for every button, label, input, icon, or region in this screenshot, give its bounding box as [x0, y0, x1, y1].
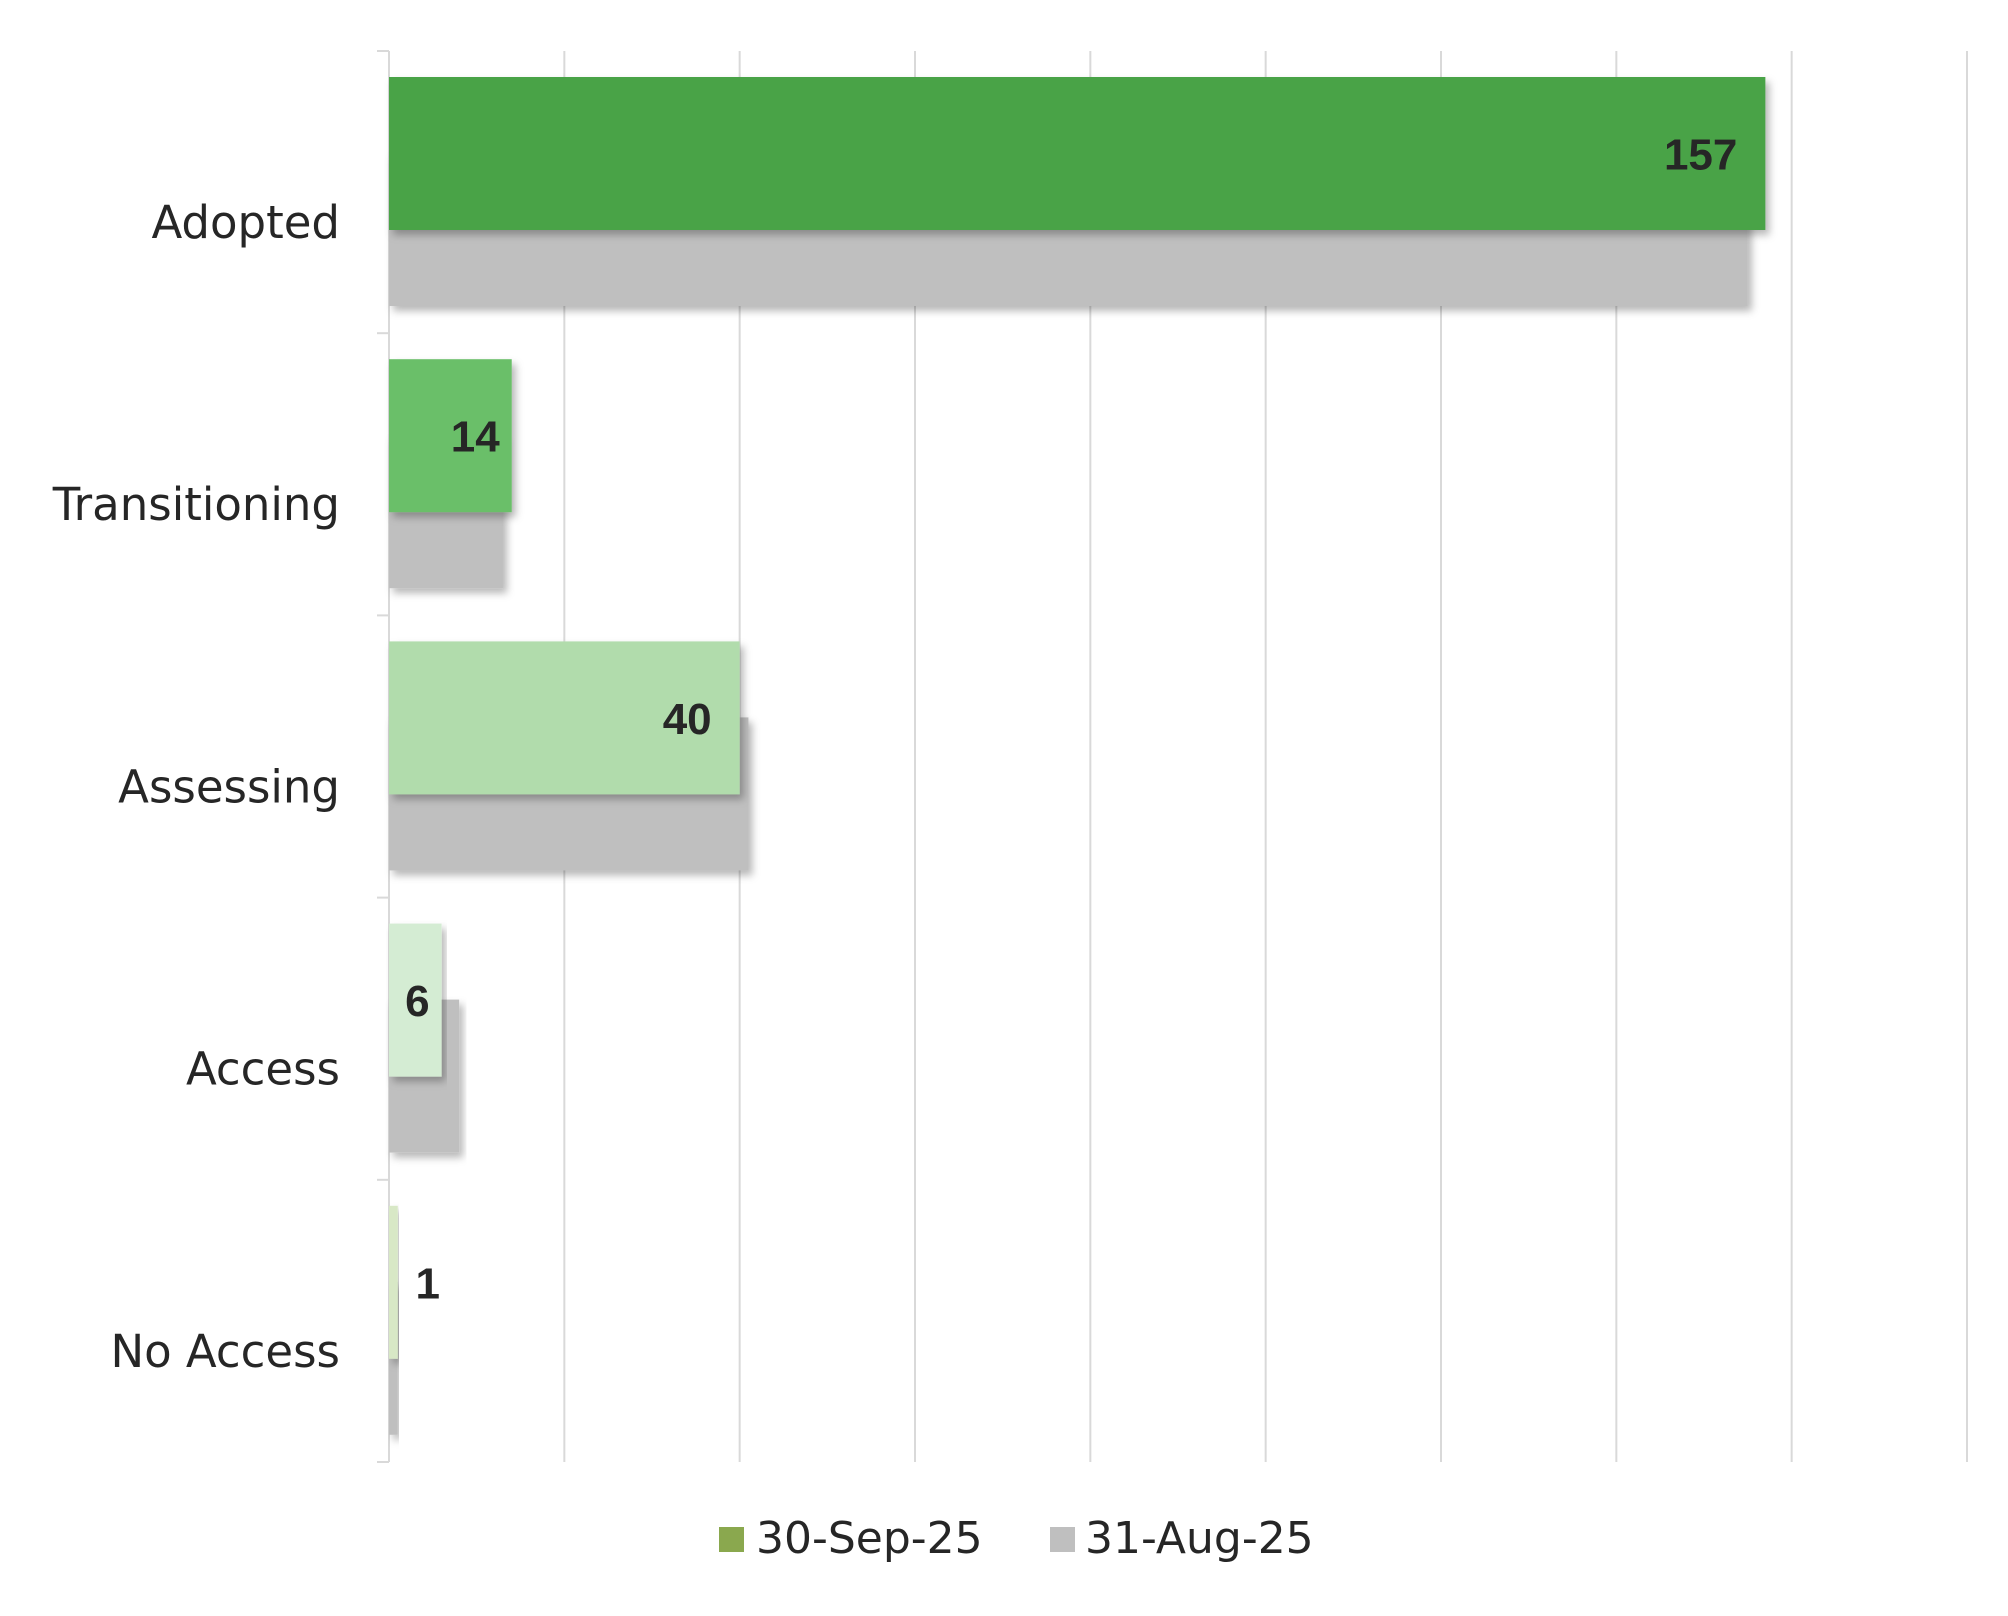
- bar-30-Sep-25-Adopted: [389, 77, 1766, 230]
- data-label: 6: [405, 977, 429, 1026]
- category-label: No Access: [110, 1325, 340, 1378]
- category-label: Assessing: [118, 760, 340, 813]
- bar-30-Sep-25-No Access: [389, 1205, 398, 1359]
- legend-swatch: [719, 1527, 744, 1552]
- data-label: 14: [451, 413, 500, 462]
- legend-label: 30-Sep-25: [756, 1513, 983, 1564]
- labels: Adopted 157 Transitioning 14 Assessing 40 Acce…: [52, 131, 1738, 1378]
- bar-30-Sep-25-Access: [389, 923, 442, 1077]
- category-label: Access: [186, 1043, 340, 1096]
- data-label: 1: [416, 1259, 440, 1308]
- bar-30-Sep-25-Assessing: [389, 641, 740, 795]
- category-label: Transitioning: [52, 478, 340, 531]
- bars: [389, 77, 1766, 1435]
- legend: 30-Sep-25 31-Aug-25: [719, 1513, 1314, 1564]
- category-label: Adopted: [151, 196, 340, 249]
- data-label: 40: [663, 695, 712, 744]
- legend-label: 31-Aug-25: [1085, 1513, 1314, 1564]
- legend-swatch: [1050, 1527, 1075, 1552]
- data-label: 157: [1664, 131, 1737, 180]
- bar-30-Sep-25-Transitioning: [389, 359, 512, 513]
